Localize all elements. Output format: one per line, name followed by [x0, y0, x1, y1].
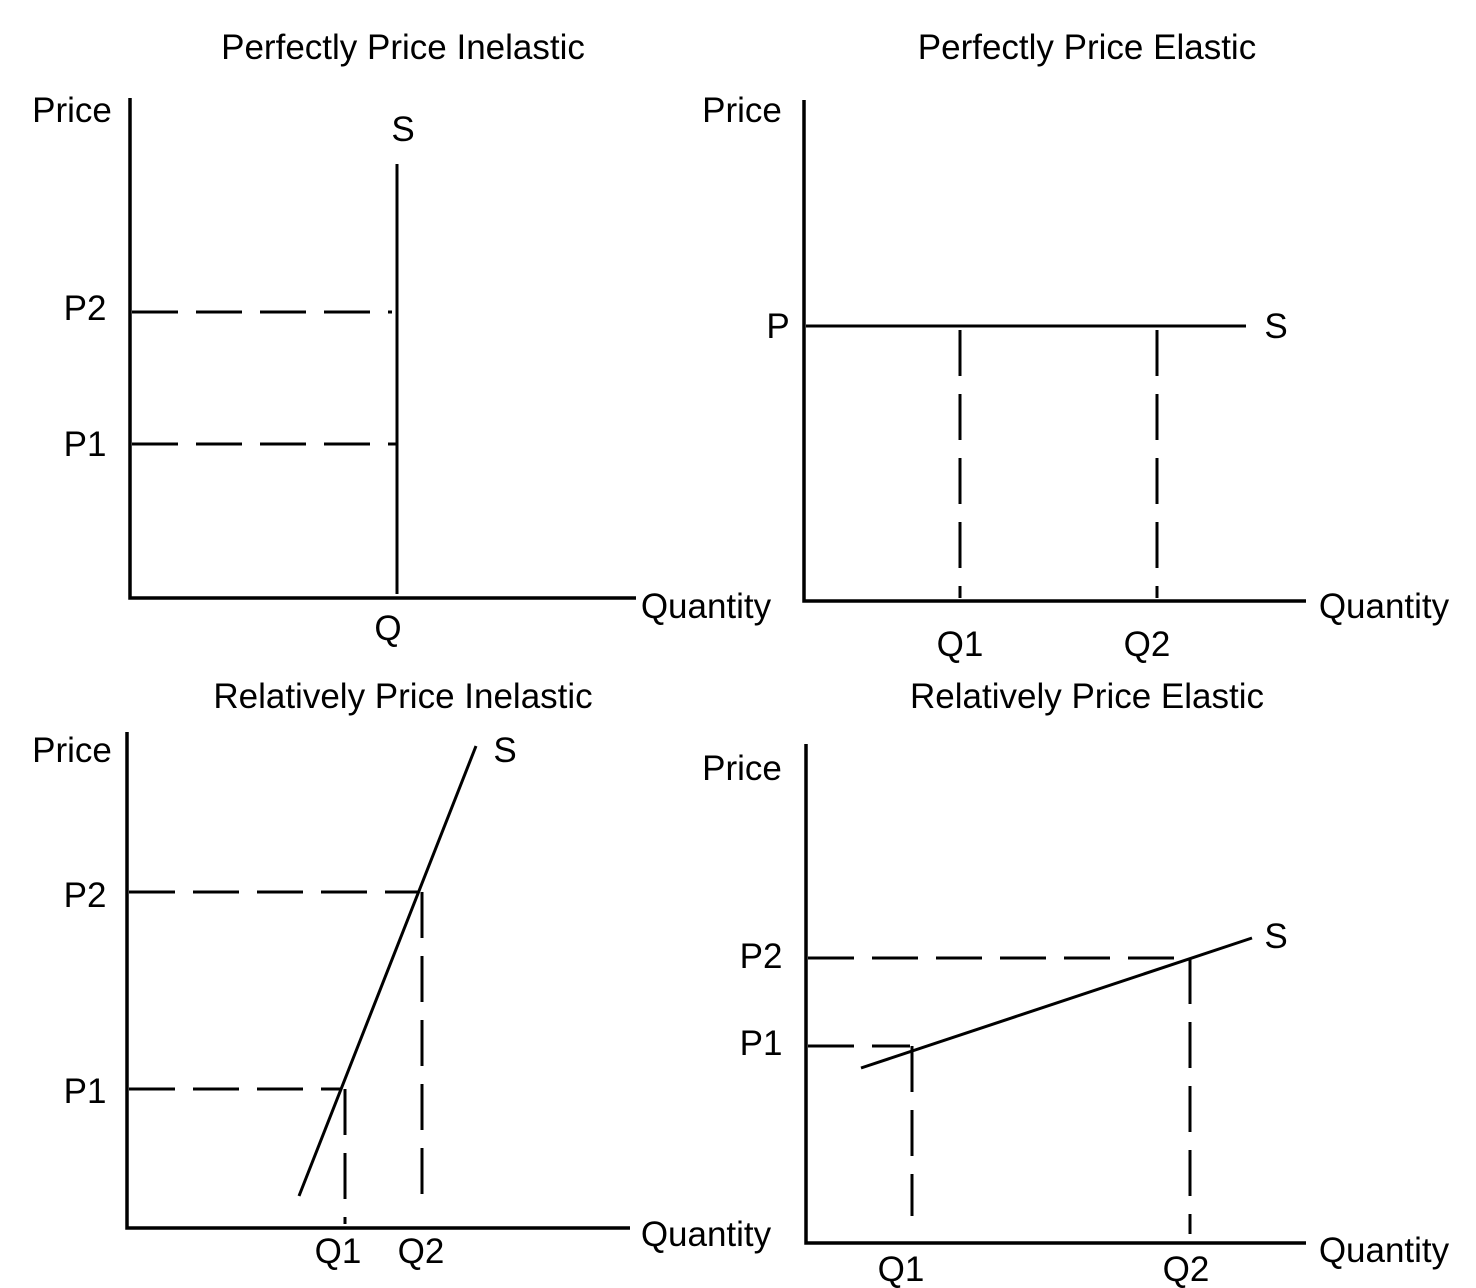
- supply-curve: [860, 936, 1253, 1070]
- panel-title: Relatively Price Elastic: [910, 677, 1264, 716]
- axes: [125, 732, 630, 1230]
- quantity-label-q1: Q1: [937, 625, 984, 664]
- price-label-p2: P2: [64, 876, 107, 915]
- x-axis-label: Quantity: [641, 1215, 772, 1254]
- y-axis-label: Price: [702, 91, 782, 130]
- quantity-label-q: Q: [374, 609, 401, 648]
- y-axis-label: Price: [702, 749, 782, 788]
- x-axis-label: Quantity: [641, 587, 772, 626]
- quantity-label-q2: Q2: [1163, 1250, 1210, 1288]
- quantity-label-q1: Q1: [878, 1250, 925, 1288]
- panel-perfectly-elastic: Perfectly Price Elastic Price Quantity S…: [702, 28, 1450, 664]
- quantity-label-q2: Q2: [1124, 625, 1171, 664]
- quantity-label-q1: Q1: [315, 1232, 362, 1271]
- x-axis-label: Quantity: [1319, 1231, 1450, 1270]
- y-axis-label: Price: [32, 91, 112, 130]
- panel-relatively-inelastic: Relatively Price Inelastic Price Quantit…: [32, 677, 772, 1271]
- supply-label: S: [1264, 917, 1287, 956]
- y-axis-label: Price: [32, 731, 112, 770]
- supply-label: S: [1264, 307, 1287, 346]
- panel-title: Perfectly Price Elastic: [918, 28, 1256, 67]
- quantity-label-q2: Q2: [398, 1232, 445, 1271]
- panel-title: Relatively Price Inelastic: [213, 677, 592, 716]
- x-axis-label: Quantity: [1319, 587, 1450, 626]
- supply-label: S: [391, 110, 414, 149]
- price-label-p: P: [766, 307, 789, 346]
- price-label-p1: P1: [64, 425, 107, 464]
- axes: [128, 98, 636, 600]
- axes: [802, 100, 1306, 603]
- panel-relatively-elastic: Relatively Price Elastic Price Quantity …: [702, 677, 1450, 1288]
- axes: [804, 744, 1306, 1245]
- price-label-p2: P2: [740, 937, 783, 976]
- price-label-p1: P1: [740, 1024, 783, 1063]
- price-label-p1: P1: [64, 1072, 107, 1111]
- price-label-p2: P2: [64, 289, 107, 328]
- panel-title: Perfectly Price Inelastic: [221, 28, 585, 67]
- supply-curve: [297, 745, 478, 1197]
- supply-label: S: [493, 731, 516, 770]
- panel-perfectly-inelastic: Perfectly Price Inelastic Price Quantity…: [32, 28, 772, 648]
